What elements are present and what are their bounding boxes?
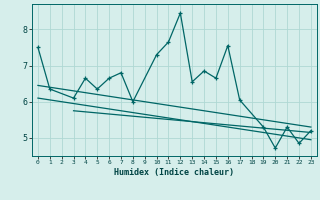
X-axis label: Humidex (Indice chaleur): Humidex (Indice chaleur) xyxy=(115,168,234,177)
